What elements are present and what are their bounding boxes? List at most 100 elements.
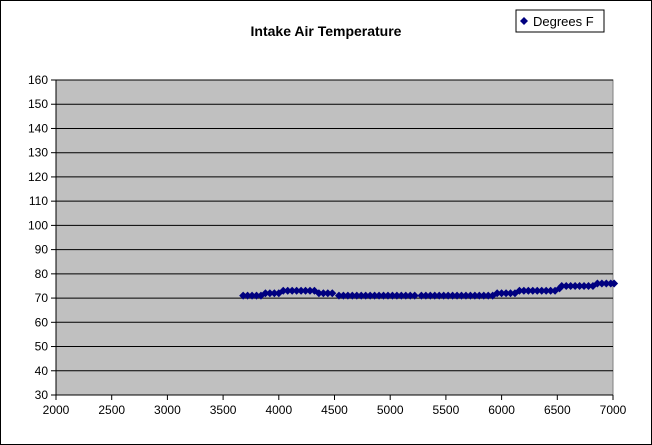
data-point	[528, 286, 537, 295]
data-point	[388, 291, 397, 300]
y-tick-label: 80	[35, 267, 49, 281]
data-point	[379, 291, 388, 300]
data-point	[239, 291, 248, 300]
data-point	[602, 279, 611, 288]
data-point	[417, 291, 426, 300]
data-point	[562, 281, 571, 290]
data-point	[323, 289, 332, 298]
data-point	[593, 279, 602, 288]
data-point	[383, 291, 392, 300]
data-point	[466, 291, 475, 300]
legend-box	[515, 9, 605, 33]
data-point	[448, 291, 457, 300]
y-tick-label: 70	[35, 291, 49, 305]
y-tick-label: 50	[35, 340, 49, 354]
y-tick-label: 130	[28, 146, 48, 160]
data-point	[401, 291, 410, 300]
data-point	[542, 286, 551, 295]
x-tick-label: 2500	[98, 403, 125, 417]
data-point	[297, 286, 306, 295]
data-point	[493, 289, 502, 298]
data-point	[584, 281, 593, 290]
data-point	[334, 291, 343, 300]
data-point	[515, 286, 524, 295]
data-point	[502, 289, 511, 298]
data-point	[519, 286, 528, 295]
data-point	[328, 289, 337, 298]
x-tick-label: 5500	[433, 403, 460, 417]
x-tick-label: 7000	[600, 403, 627, 417]
chart-title: Intake Air Temperature	[251, 23, 402, 39]
data-point	[314, 289, 323, 298]
plot-area	[55, 79, 614, 396]
data-point	[265, 289, 274, 298]
data-point	[397, 291, 406, 300]
data-point	[305, 286, 314, 295]
data-point	[406, 291, 415, 300]
data-point	[470, 291, 479, 300]
y-tick-label: 30	[35, 388, 49, 402]
x-tick-label: 6500	[544, 403, 571, 417]
data-point	[375, 291, 384, 300]
data-point	[610, 279, 619, 288]
data-point	[270, 289, 279, 298]
data-point	[484, 291, 493, 300]
data-point	[533, 286, 542, 295]
y-tick-label: 40	[35, 364, 49, 378]
y-tick-label: 120	[28, 170, 48, 184]
x-tick-label: 3500	[210, 403, 237, 417]
data-point	[461, 291, 470, 300]
data-point	[283, 286, 292, 295]
y-tick-label: 110	[29, 194, 48, 208]
data-point	[524, 286, 533, 295]
data-point	[457, 291, 466, 300]
x-tick-label: 5000	[377, 403, 404, 417]
y-tick-label: 60	[35, 315, 49, 329]
data-point	[571, 281, 580, 290]
data-point	[444, 291, 453, 300]
data-point	[475, 291, 484, 300]
data-point	[453, 291, 462, 300]
data-point	[392, 291, 401, 300]
data-point	[479, 291, 488, 300]
y-axis: 30 40 50 60 70 80 90 100 110 120 130 140 150 160	[28, 73, 57, 402]
data-point	[546, 286, 555, 295]
y-tick-label: 150	[28, 97, 48, 111]
x-tick-label: 2000	[43, 403, 70, 417]
y-tick-label: 140	[28, 121, 48, 135]
x-tick-label: 4500	[321, 403, 348, 417]
data-point	[292, 286, 301, 295]
x-tick-label: 6000	[488, 403, 515, 417]
data-point	[566, 281, 575, 290]
data-points	[239, 279, 619, 300]
data-point	[421, 291, 430, 300]
data-point	[348, 291, 357, 300]
y-tick-label: 90	[35, 243, 49, 257]
data-point	[248, 291, 257, 300]
data-point	[557, 281, 566, 290]
data-point	[370, 291, 379, 300]
data-point	[243, 291, 252, 300]
data-point	[261, 289, 270, 298]
legend-marker-diamond	[520, 17, 528, 25]
data-point	[288, 286, 297, 295]
legend-label: Degrees F	[533, 14, 594, 29]
data-point	[537, 286, 546, 295]
data-point	[575, 281, 584, 290]
data-point	[301, 286, 310, 295]
data-point	[410, 291, 419, 300]
data-point	[361, 291, 370, 300]
data-point	[357, 291, 366, 300]
data-point	[506, 289, 515, 298]
y-tick-label: 100	[28, 218, 48, 232]
x-axis: 2000 2500 3000 3500 4000 4500 5000 5500 6000 6500…	[43, 394, 627, 417]
data-point	[430, 291, 439, 300]
y-tick-label: 160	[28, 73, 48, 87]
gridlines	[56, 79, 613, 372]
data-point	[339, 291, 348, 300]
legend: Degrees F	[515, 9, 605, 33]
x-tick-label: 3000	[154, 403, 181, 417]
data-point	[352, 291, 361, 300]
